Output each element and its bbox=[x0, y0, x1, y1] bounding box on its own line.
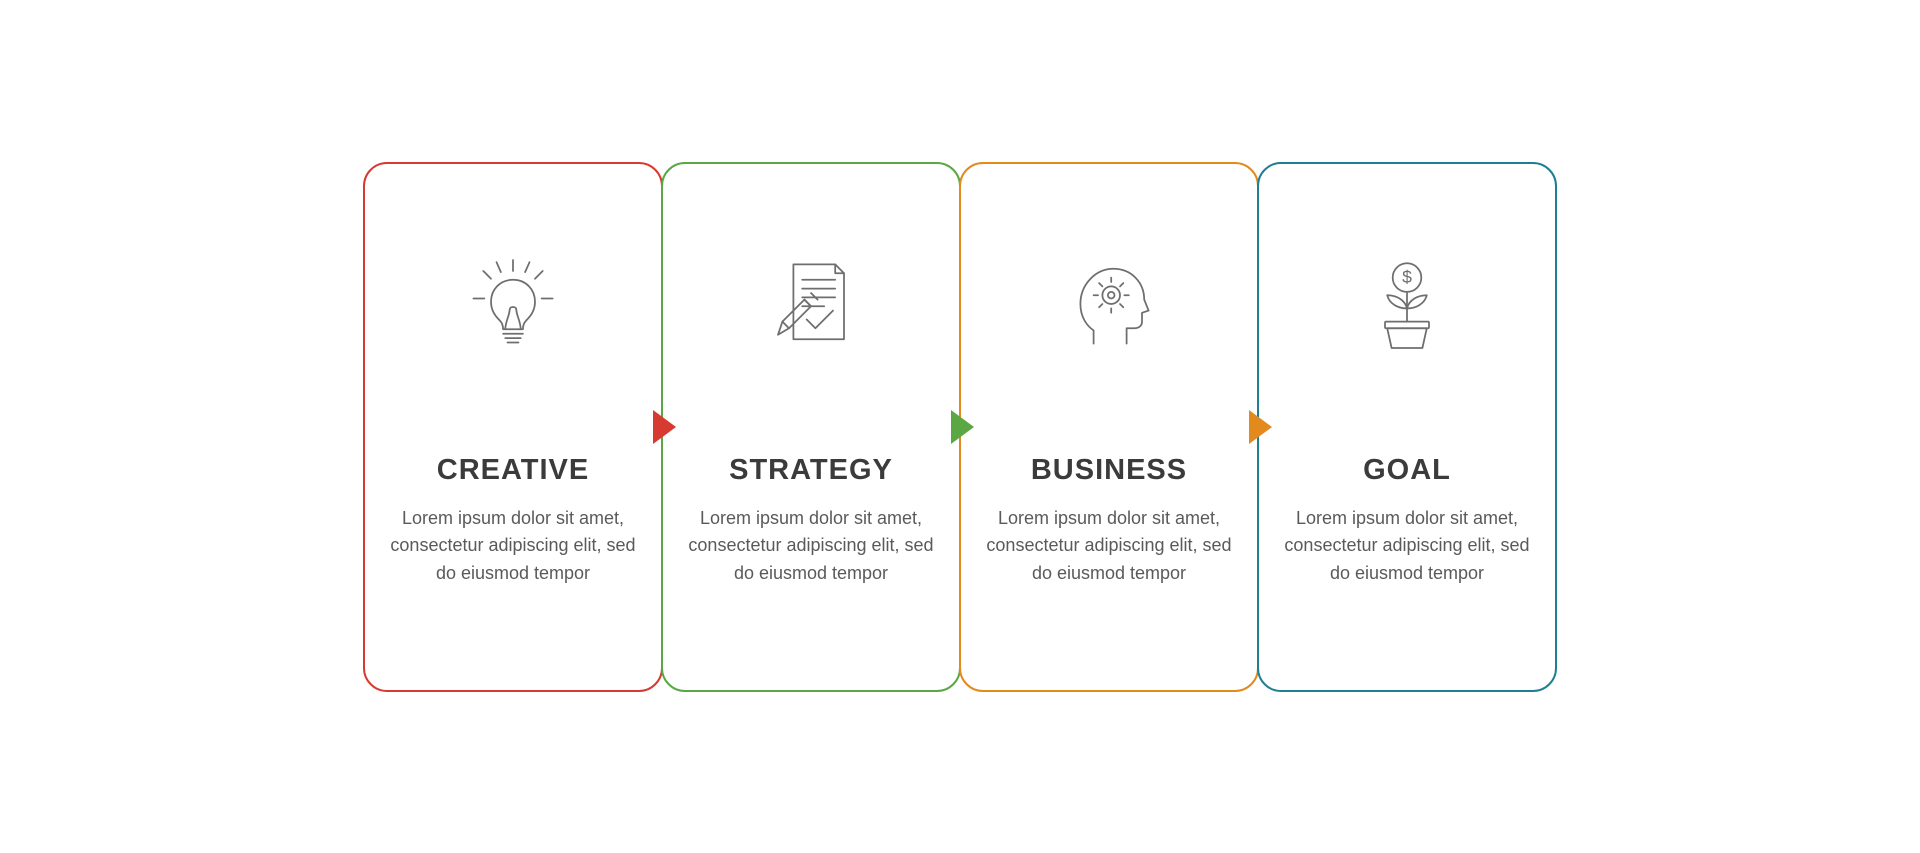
step-title: STRATEGY bbox=[729, 454, 893, 487]
step-card-strategy: STRATEGY Lorem ipsum dolor sit amet, con… bbox=[661, 162, 961, 692]
document-check-icon bbox=[756, 204, 866, 404]
head-gear-icon bbox=[1054, 204, 1164, 404]
step-arrow bbox=[1249, 410, 1272, 444]
step-body: Lorem ipsum dolor sit amet, consectetur … bbox=[389, 505, 637, 589]
step-title: GOAL bbox=[1363, 454, 1451, 487]
money-plant-icon: $ bbox=[1352, 204, 1462, 404]
step-body: Lorem ipsum dolor sit amet, consectetur … bbox=[985, 505, 1233, 589]
step-title: CREATIVE bbox=[437, 454, 589, 487]
step-card-goal: $ GOAL Lorem ipsum dolor sit amet, conse… bbox=[1257, 162, 1557, 692]
step-arrow bbox=[951, 410, 974, 444]
step-arrow bbox=[653, 410, 676, 444]
step-card-creative: CREATIVE Lorem ipsum dolor sit amet, con… bbox=[363, 162, 663, 692]
lightbulb-icon bbox=[458, 204, 568, 404]
step-title: BUSINESS bbox=[1031, 454, 1187, 487]
svg-text:$: $ bbox=[1402, 267, 1412, 287]
step-card-business: BUSINESS Lorem ipsum dolor sit amet, con… bbox=[959, 162, 1259, 692]
steps-row: CREATIVE Lorem ipsum dolor sit amet, con… bbox=[363, 162, 1557, 692]
step-body: Lorem ipsum dolor sit amet, consectetur … bbox=[687, 505, 935, 589]
infographic-stage: CREATIVE Lorem ipsum dolor sit amet, con… bbox=[0, 0, 1920, 853]
step-body: Lorem ipsum dolor sit amet, consectetur … bbox=[1283, 505, 1531, 589]
